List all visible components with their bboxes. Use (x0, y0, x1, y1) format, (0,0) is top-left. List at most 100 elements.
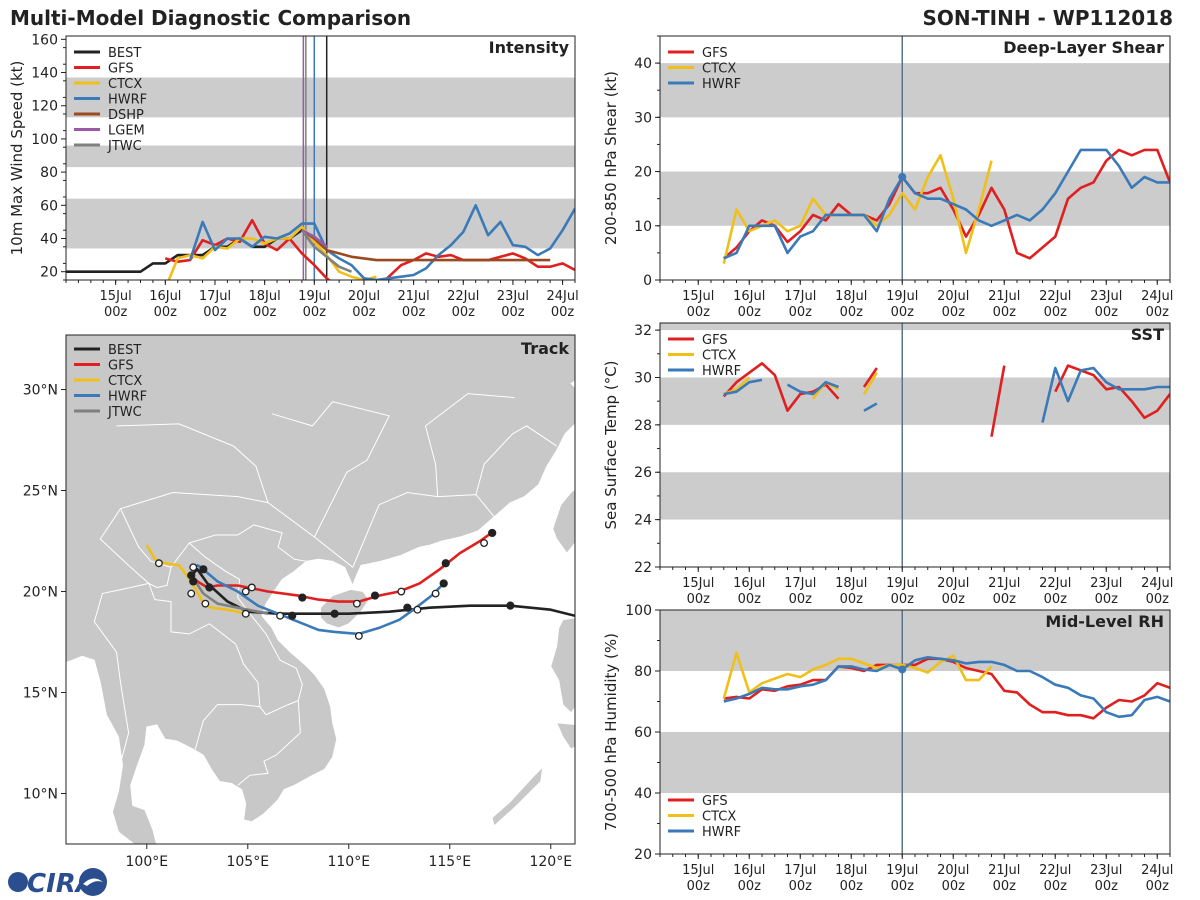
legend-label-ctcx: CTCX (108, 77, 142, 92)
y-tick-label: 10 (634, 219, 652, 235)
x-tick-date: 22Jul (1039, 863, 1071, 878)
y-tick-label: 30 (634, 110, 652, 126)
x-tick-date: 24Jul (1141, 289, 1173, 304)
y-tick-label: 60 (40, 198, 58, 214)
y-tick-label: 32 (634, 323, 652, 339)
track-point-open (413, 605, 422, 614)
series-group (722, 651, 1170, 720)
x-tick-date: 16Jul (149, 289, 181, 304)
y-tick-label: 24 (634, 513, 652, 529)
x-tick-hour: 00z (1095, 879, 1119, 894)
x-tick-hour: 00z (1044, 592, 1068, 607)
series-line-ctcx (862, 372, 878, 395)
x-tick-date: 18Jul (835, 576, 867, 591)
x-tick-hour: 00z (942, 592, 966, 607)
province-border-3 (352, 491, 495, 568)
x-tick-date: 21Jul (988, 863, 1020, 878)
y-tick-label: 160 (31, 32, 58, 48)
hainan-island (320, 589, 370, 629)
series-line-hwrf (786, 380, 839, 396)
x-tick-hour: 00z (738, 879, 762, 894)
border-cambodia-thailand (194, 704, 260, 750)
y-axis-label: 200-850 hPa Shear (kt) (602, 71, 620, 245)
series-line-hwrf (723, 378, 763, 396)
x-tick-date: 18Jul (249, 289, 281, 304)
y-axis-label: 700-500 hPa Humidity (%) (602, 633, 620, 831)
province-border-4 (271, 401, 390, 538)
visayas-fragment (587, 719, 591, 774)
map-frame (65, 334, 576, 845)
x-tick-hour: 00z (687, 592, 711, 607)
track-point-filled (439, 579, 448, 588)
legend-label-gfs: GFS (702, 333, 728, 348)
y-tick-label: 40 (634, 56, 652, 72)
y-tick-label: 100 (31, 132, 58, 148)
series-line-gfs (722, 148, 1170, 260)
province-border-1 (120, 491, 354, 568)
x-tick-hour: 00z (840, 592, 864, 607)
legend-label-gfs: GFS (702, 794, 728, 809)
x-tick-hour: 00z (154, 305, 178, 320)
track-panel: 100°E 105°E 110°E 115°E 120°E 10°N 15°N 20°N 25°… (23, 334, 591, 870)
series-line-hwrf (863, 402, 878, 412)
axes-frame (65, 35, 576, 281)
track-point-filled (199, 565, 208, 574)
x-tick-date: 23Jul (1090, 289, 1122, 304)
legend-label-lgem: LGEM (108, 124, 145, 139)
y-tick-label: 20 (40, 265, 58, 281)
series-line-lgem (301, 229, 328, 248)
x-tick-date: 19Jul (886, 576, 918, 591)
lat-tick-label: 25°N (23, 484, 58, 500)
x-tick-date: 16Jul (733, 289, 765, 304)
logo-globe-left (8, 872, 28, 892)
x-tick-date: 15Jul (682, 576, 714, 591)
x-tick-hour: 00z (891, 879, 915, 894)
luzon-island (550, 617, 575, 714)
mainland-landmass (66, 335, 575, 844)
x-tick-date: 23Jul (497, 289, 529, 304)
track-point-open (431, 589, 440, 598)
legend-label-best: BEST (108, 46, 141, 61)
y-tick-label: 40 (634, 786, 652, 802)
legend-label-hwrf: HWRF (702, 364, 741, 379)
border-myanmar (99, 508, 150, 584)
shade-band (660, 323, 1170, 331)
panel-title: Track (521, 339, 569, 358)
shade-band (660, 377, 1170, 425)
y-tick-label: 120 (31, 99, 58, 115)
x-tick-hour: 00z (993, 305, 1017, 320)
x-tick-hour: 00z (789, 592, 813, 607)
x-tick-hour: 00z (203, 305, 227, 320)
x-tick-date: 18Jul (835, 863, 867, 878)
x-tick-date: 21Jul (988, 289, 1020, 304)
x-tick-hour: 00z (402, 305, 426, 320)
x-tick-hour: 00z (687, 305, 711, 320)
track-point-open (189, 563, 198, 572)
shade-band (66, 145, 575, 168)
legend-label-dshp: DSHP (108, 108, 144, 123)
x-tick-hour: 00z (738, 592, 762, 607)
shade-band (660, 63, 1170, 118)
x-tick-hour: 00z (891, 592, 915, 607)
x-tick-hour: 00z (789, 879, 813, 894)
lat-tick-label: 20°N (23, 585, 58, 601)
x-tick-hour: 00z (452, 305, 476, 320)
x-tick-date: 18Jul (835, 289, 867, 304)
x-tick-date: 17Jul (784, 289, 816, 304)
y-axis-label: 10m Max Wind Speed (kt) (8, 61, 26, 256)
y-tick-label: 28 (634, 418, 652, 434)
series-group (722, 148, 1170, 264)
province-border-6 (475, 425, 558, 495)
track-point-filled (403, 603, 412, 612)
track-point-filled (330, 609, 339, 618)
x-tick-date: 16Jul (733, 863, 765, 878)
legend-label-ctcx: CTCX (702, 62, 736, 77)
sst-panel: 22242628303215Jul00z16Jul00z17Jul00z18Ju… (602, 322, 1173, 607)
track-point-open (247, 583, 256, 592)
track-point-filled (506, 601, 515, 610)
y-tick-label: 22 (634, 560, 652, 576)
y-tick-label: 20 (634, 165, 652, 181)
x-tick-date: 19Jul (886, 289, 918, 304)
